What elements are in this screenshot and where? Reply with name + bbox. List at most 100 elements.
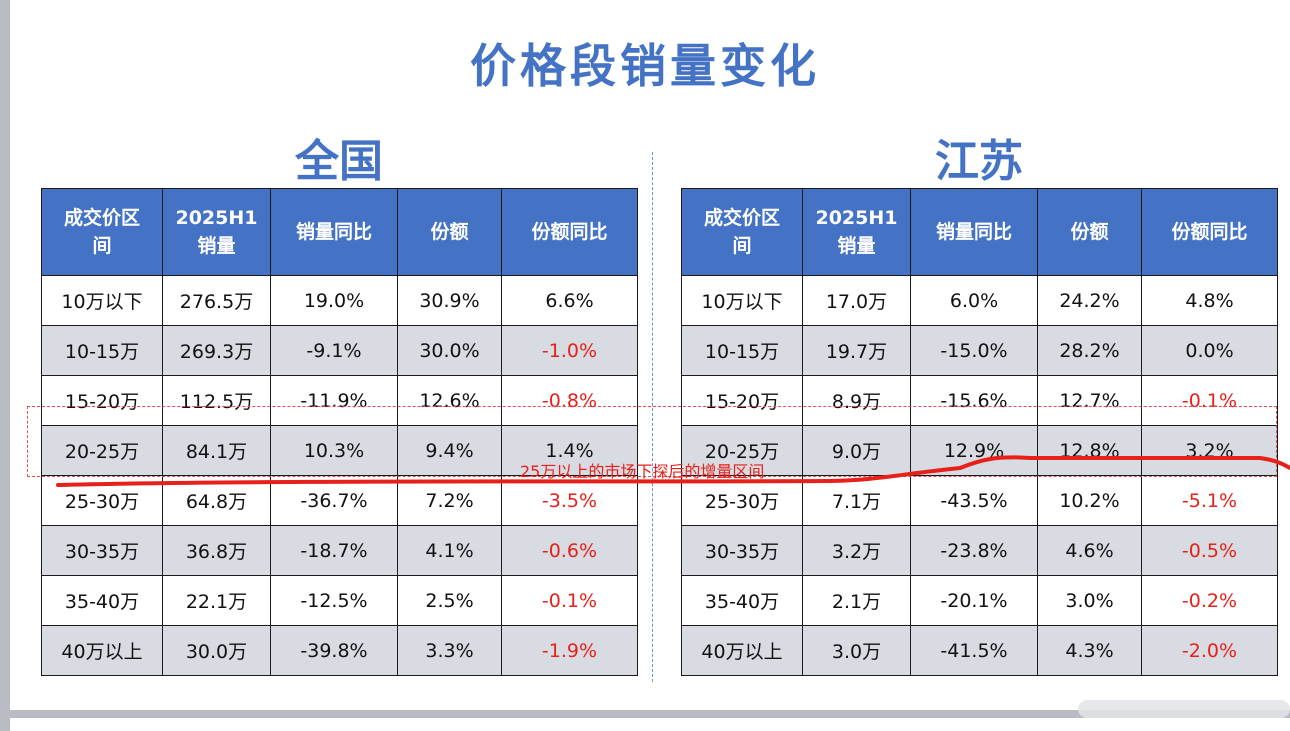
cell-share: 7.2% — [397, 475, 502, 526]
cell-sales-yoy: -11.9% — [270, 375, 398, 426]
table-row: 40万以上 3.0万 -41.5% 4.3% -2.0% — [681, 625, 1278, 676]
cell-sales-yoy: 10.3% — [270, 425, 398, 476]
table-row: 15-20万 8.9万 -15.6% 12.7% -0.1% — [681, 375, 1278, 426]
table-header-row: 成交价区间 2025H1 销量 销量同比 份额 份额同比 — [681, 188, 1278, 276]
cell-sales: 19.7万 — [802, 325, 911, 376]
cell-sales-yoy: -41.5% — [910, 625, 1038, 676]
table-row: 15-20万 112.5万 -11.9% 12.6% -0.8% — [41, 375, 638, 426]
cell-range: 35-40万 — [41, 575, 163, 626]
cell-share-yoy: 0.0% — [1141, 325, 1278, 376]
column-header-text: 销量同比 — [935, 221, 1012, 243]
left-edge-bar — [0, 0, 10, 731]
cell-sales: 36.8万 — [162, 525, 271, 576]
cell-share: 30.9% — [397, 275, 502, 326]
table-row: 25-30万 7.1万 -43.5% 10.2% -5.1% — [681, 475, 1278, 526]
table-row: 25-30万 64.8万 -36.7% 7.2% -3.5% — [41, 475, 638, 526]
column-header-text: 份额 — [430, 221, 469, 243]
cell-sales-yoy: 12.9% — [910, 425, 1038, 476]
page-title: 价格段销量变化 — [470, 39, 820, 93]
cell-range: 15-20万 — [681, 375, 803, 426]
cell-share-yoy: -0.6% — [501, 525, 638, 576]
cell-share: 24.2% — [1037, 275, 1142, 326]
column-header: 销量同比 — [910, 188, 1038, 276]
cell-sales: 17.0万 — [802, 275, 911, 326]
cell-share: 4.3% — [1037, 625, 1142, 676]
cell-sales: 3.0万 — [802, 625, 911, 676]
bottom-bar — [10, 710, 1290, 718]
cell-sales-yoy: 19.0% — [270, 275, 398, 326]
cell-sales-yoy: -43.5% — [910, 475, 1038, 526]
column-header-text: 成交价区 — [703, 207, 780, 229]
cell-sales: 112.5万 — [162, 375, 271, 426]
cell-range: 30-35万 — [681, 525, 803, 576]
column-header: 份额 — [1037, 188, 1142, 276]
column-header: 2025H1 销量 — [162, 188, 271, 276]
table-row: 35-40万 22.1万 -12.5% 2.5% -0.1% — [41, 575, 638, 626]
cell-share-yoy: -1.9% — [501, 625, 638, 676]
cell-range: 20-25万 — [41, 425, 163, 476]
cell-sales: 3.2万 — [802, 525, 911, 576]
cell-share-yoy: -5.1% — [1141, 475, 1278, 526]
cell-sales-yoy: -15.0% — [910, 325, 1038, 376]
cell-sales-yoy: -18.7% — [270, 525, 398, 576]
cell-sales: 9.0万 — [802, 425, 911, 476]
cell-share-yoy: 3.2% — [1141, 425, 1278, 476]
bottom-strip — [10, 718, 1290, 731]
cell-share-yoy: -0.5% — [1141, 525, 1278, 576]
table-row: 10-15万 269.3万 -9.1% 30.0% -1.0% — [41, 325, 638, 376]
cell-sales: 84.1万 — [162, 425, 271, 476]
column-header: 份额同比 — [1141, 188, 1278, 276]
cell-share-yoy: -0.8% — [501, 375, 638, 426]
cell-share: 12.6% — [397, 375, 502, 426]
national-table: 成交价区间 2025H1 销量 销量同比 份额 份额同比 10万以下 276.5万 19.0%… — [41, 188, 638, 676]
column-header-text: 2025H1 — [815, 207, 898, 229]
table-row: 30-35万 36.8万 -18.7% 4.1% -0.6% — [41, 525, 638, 576]
column-header: 份额同比 — [501, 188, 638, 276]
cell-share: 12.7% — [1037, 375, 1142, 426]
column-header-text: 销量同比 — [295, 221, 372, 243]
cell-sales: 22.1万 — [162, 575, 271, 626]
cell-sales: 269.3万 — [162, 325, 271, 376]
column-header-text: 份额同比 — [531, 221, 608, 243]
cell-range: 10-15万 — [41, 325, 163, 376]
cell-share-yoy: -0.2% — [1141, 575, 1278, 626]
center-divider — [652, 152, 653, 682]
cell-sales-yoy: -36.7% — [270, 475, 398, 526]
cell-share: 3.3% — [397, 625, 502, 676]
table-row: 20-25万 9.0万 12.9% 12.8% 3.2% — [681, 425, 1278, 476]
cell-range: 30-35万 — [41, 525, 163, 576]
annotation-text: 25万以上的市场下探后的增量区间 — [520, 462, 765, 481]
jiangsu-table: 成交价区间 2025H1 销量 销量同比 份额 份额同比 10万以下 17.0万 6.0% 24… — [681, 188, 1278, 676]
cell-share: 12.8% — [1037, 425, 1142, 476]
column-header-text: 成交价区 — [63, 207, 140, 229]
table-header-row: 成交价区间 2025H1 销量 销量同比 份额 份额同比 — [41, 188, 638, 276]
watermark-blur — [1078, 700, 1290, 718]
region-title-national: 全国 — [295, 136, 383, 187]
column-header-text: 间 — [732, 235, 752, 257]
cell-sales: 8.9万 — [802, 375, 911, 426]
cell-share-yoy: -2.0% — [1141, 625, 1278, 676]
column-header-text: 间 — [92, 235, 112, 257]
table-row: 10万以下 276.5万 19.0% 30.9% 6.6% — [41, 275, 638, 326]
cell-share: 4.1% — [397, 525, 502, 576]
column-header-text: 份额 — [1070, 221, 1109, 243]
column-header-text: 销量 — [197, 235, 236, 257]
column-header: 份额 — [397, 188, 502, 276]
cell-share-yoy: -0.1% — [1141, 375, 1278, 426]
column-header: 销量同比 — [270, 188, 398, 276]
cell-range: 10万以下 — [681, 275, 803, 326]
cell-share-yoy: -3.5% — [501, 475, 638, 526]
cell-sales-yoy: -39.8% — [270, 625, 398, 676]
cell-range: 40万以上 — [681, 625, 803, 676]
cell-share: 2.5% — [397, 575, 502, 626]
cell-share: 30.0% — [397, 325, 502, 376]
column-header: 成交价区间 — [681, 188, 803, 276]
cell-range: 25-30万 — [41, 475, 163, 526]
cell-sales: 64.8万 — [162, 475, 271, 526]
region-title-jiangsu: 江苏 — [935, 136, 1023, 187]
cell-share-yoy: -1.0% — [501, 325, 638, 376]
column-header: 2025H1 销量 — [802, 188, 911, 276]
cell-sales-yoy: -12.5% — [270, 575, 398, 626]
cell-range: 35-40万 — [681, 575, 803, 626]
cell-share-yoy: 6.6% — [501, 275, 638, 326]
